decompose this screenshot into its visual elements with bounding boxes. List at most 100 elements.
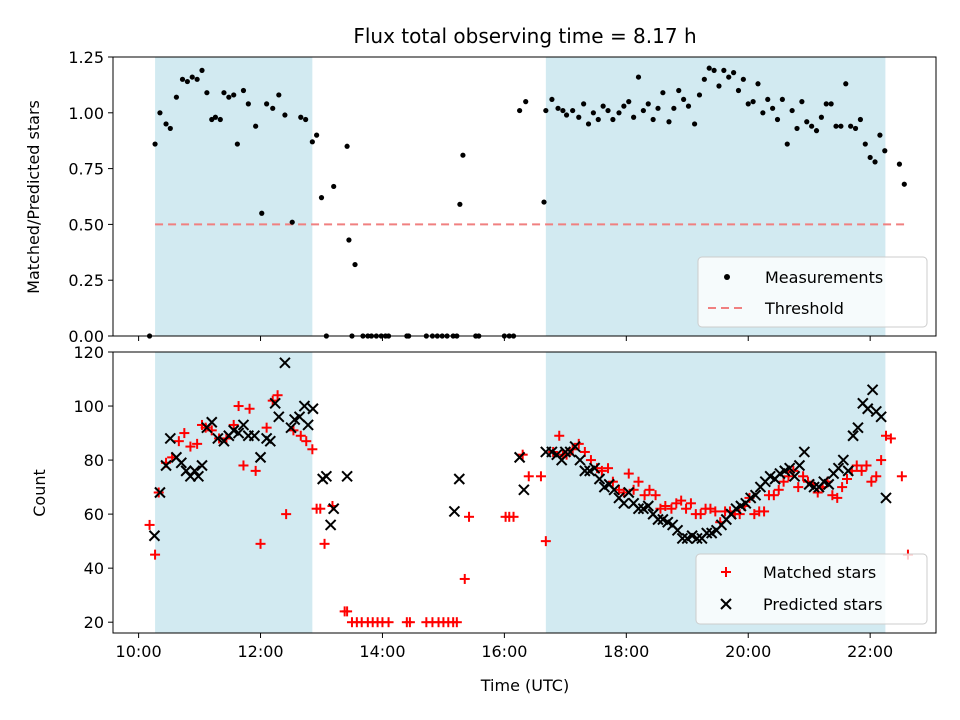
measurement-point: [794, 125, 800, 132]
measurement-point: [676, 87, 682, 94]
measurement-point: [298, 114, 304, 120]
y-tick-label: 1.00: [68, 104, 104, 123]
matched-star-point: [250, 465, 261, 476]
matched-star-point: [856, 465, 867, 476]
measurement-point: [882, 148, 888, 154]
measurement-point: [823, 101, 829, 107]
matched-star-point: [798, 471, 809, 482]
measurement-point: [282, 112, 288, 118]
chart-title: Flux total observing time = 8.17 h: [353, 24, 696, 48]
top-x-ticks: [138, 336, 871, 341]
predicted-star-point: [324, 519, 337, 531]
matched-star-point: [666, 503, 677, 514]
predicted-star-point: [327, 503, 340, 515]
predicted-star-point: [273, 411, 285, 423]
predicted-star-point: [847, 430, 859, 442]
matched-star-point: [876, 455, 887, 466]
bottom-legend: Matched stars Predicted stars: [695, 553, 928, 625]
matched-star-point: [261, 422, 272, 433]
predicted-star-point: [192, 470, 205, 482]
bottom-y-axis-label: Count: [30, 469, 49, 517]
top-panel: 0.00 0.25 0.50 0.75 1.00 1.25 Matched/Predict…: [24, 48, 937, 346]
predicted-star-point: [618, 497, 630, 510]
measurement-point: [755, 81, 761, 87]
measurement-point: [264, 101, 270, 107]
predicted-star-point: [160, 459, 172, 472]
matched-star-point: [540, 536, 551, 547]
predicted-star-point: [574, 454, 586, 466]
measurement-point: [828, 101, 834, 107]
measurement-point: [655, 105, 661, 111]
predicted-star-point: [188, 465, 201, 477]
measurement-point: [735, 87, 742, 94]
measurement-point: [626, 99, 632, 105]
y-tick-label: 1.25: [68, 48, 104, 67]
predicted-star-point: [285, 421, 297, 434]
matched-star-point: [192, 438, 203, 449]
measurement-point: [259, 210, 265, 216]
matched-star-point: [255, 538, 266, 549]
measurement-point: [616, 110, 622, 116]
measurement-point: [184, 78, 190, 85]
measurement-point: [240, 87, 247, 94]
bottom-axes-frame: [112, 351, 937, 634]
measurement-point: [234, 141, 240, 147]
predicted-star-point: [320, 470, 333, 482]
predicted-star-point: [632, 503, 645, 515]
measurement-point: [706, 65, 712, 71]
measurement-point: [650, 116, 656, 123]
measurement-point: [666, 119, 672, 125]
predicted-star-point: [264, 435, 276, 447]
measurement-point: [770, 105, 776, 111]
measurement-point: [896, 161, 903, 167]
measurement-point: [833, 123, 839, 129]
matched-star-point: [650, 490, 661, 501]
matched-star-point: [710, 506, 721, 517]
matched-star-point: [233, 401, 244, 412]
measurement-point: [167, 125, 173, 132]
matched-star-point: [535, 471, 546, 482]
measurement-point: [671, 105, 677, 111]
y-tick-label: 0.50: [68, 215, 104, 234]
predicted-star-point: [448, 505, 461, 518]
predicted-star-point: [175, 457, 187, 469]
top-legend-box: [697, 256, 928, 328]
measurement-point: [212, 114, 219, 120]
measurement-point: [581, 101, 587, 107]
measurement-point: [346, 237, 352, 243]
matched-star-point: [623, 468, 634, 479]
measurement-point: [194, 76, 200, 82]
matched-star-point: [144, 519, 155, 530]
measurement-point: [867, 154, 873, 161]
matched-star-point: [759, 506, 770, 517]
measurement-point: [857, 116, 864, 123]
legend-predicted-marker: [720, 598, 732, 610]
measurement-point: [610, 116, 616, 123]
predicted-star-point: [237, 419, 250, 431]
predicted-star-point: [279, 357, 291, 369]
predicted-star-point: [453, 473, 465, 485]
matched-star-point: [618, 487, 629, 498]
matched-star-point: [301, 436, 312, 447]
matched-star-point: [281, 509, 292, 520]
top-axes-frame: [112, 56, 937, 337]
predicted-star-point: [559, 446, 572, 458]
measurement-point: [576, 114, 582, 120]
matched-star-point: [319, 538, 330, 549]
matched-star-point: [508, 511, 519, 522]
measurement-point: [645, 101, 651, 107]
bottom-y-ticks: 20 40 60 80 100 120: [73, 343, 113, 632]
predicted-stars-points: [148, 357, 892, 545]
predicted-star-point: [298, 400, 311, 412]
bottom-x-ticks: 10:00 12:00 14:00 16:00 18:00 20:00 22:00: [116, 633, 893, 661]
y-tick-label: 120: [73, 343, 104, 362]
measurement-point: [809, 123, 815, 129]
y-tick-label: 20: [84, 613, 104, 632]
y-tick-label: 0.75: [68, 160, 104, 179]
matched-star-point: [768, 490, 779, 501]
measurement-point: [276, 92, 282, 98]
predicted-star-point: [588, 462, 601, 474]
measurement-point: [711, 67, 717, 73]
predicted-star-point: [832, 462, 845, 474]
matched-star-point: [639, 490, 650, 501]
